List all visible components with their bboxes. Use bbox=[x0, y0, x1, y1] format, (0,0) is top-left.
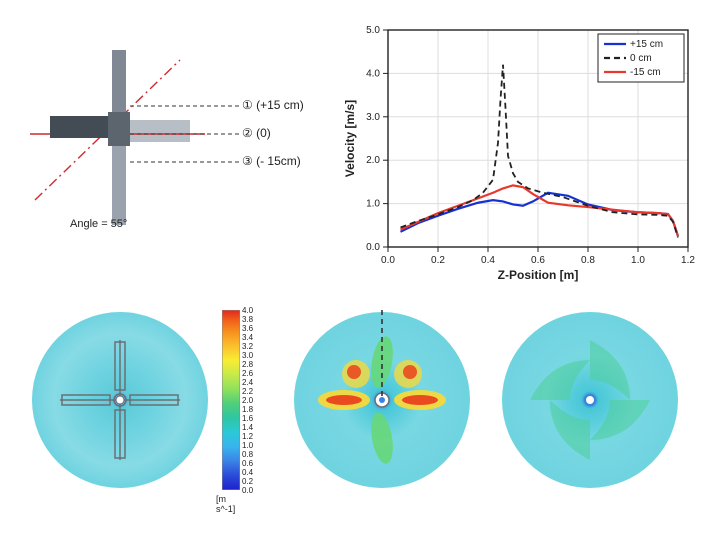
svg-text:3.0: 3.0 bbox=[366, 112, 380, 123]
svg-text:0.4: 0.4 bbox=[481, 255, 495, 266]
svg-text:4.0: 4.0 bbox=[366, 68, 380, 79]
colorbar-tick: 2.0 bbox=[242, 396, 253, 405]
colorbar-tick: 1.4 bbox=[242, 423, 253, 432]
svg-text:1.0: 1.0 bbox=[631, 255, 645, 266]
chart-svg: 0.0 0.2 0.4 0.6 0.8 1.0 1.2 0.0 1.0 2.0 3.0 4.0 5.0 Z… bbox=[340, 20, 700, 285]
colorbar-unit: [m s^-1] bbox=[216, 494, 240, 514]
svg-text:0.2: 0.2 bbox=[431, 255, 445, 266]
colorbar-tick: 1.6 bbox=[242, 414, 253, 423]
schematic-label-2: ② (0) bbox=[242, 126, 271, 140]
svg-text:-15 cm: -15 cm bbox=[630, 67, 661, 78]
colorbar-tick: 2.8 bbox=[242, 360, 253, 369]
colorbar-tick: 2.4 bbox=[242, 378, 253, 387]
svg-text:0.0: 0.0 bbox=[381, 255, 395, 266]
colorbar-tick: 1.0 bbox=[242, 441, 253, 450]
colorbar-tick: 3.8 bbox=[242, 315, 253, 324]
heatmap-zero bbox=[292, 310, 472, 490]
svg-text:1.0: 1.0 bbox=[366, 199, 380, 210]
marker-2: ② bbox=[242, 126, 253, 140]
impeller-schematic: ① (+15 cm) ② (0) ③ (- 15cm) Angle = 55° bbox=[30, 50, 320, 240]
svg-text:0 cm: 0 cm bbox=[630, 53, 652, 64]
colorbar-tick: 2.2 bbox=[242, 387, 253, 396]
colorbar-tick: 3.0 bbox=[242, 351, 253, 360]
colorbar-tick: 3.6 bbox=[242, 324, 253, 333]
heatmap-minus15 bbox=[500, 310, 680, 490]
colorbar-tick: 3.2 bbox=[242, 342, 253, 351]
colorbar-tick: 2.6 bbox=[242, 369, 253, 378]
marker-1: ① bbox=[242, 98, 253, 112]
colorbar-tick: 3.4 bbox=[242, 333, 253, 342]
colorbar-tick: 0.2 bbox=[242, 477, 253, 486]
label-3: (- 15cm) bbox=[256, 154, 301, 168]
svg-text:1.2: 1.2 bbox=[681, 255, 695, 266]
angle-label: Angle = 55° bbox=[70, 218, 127, 230]
colorbar-tick: 0.8 bbox=[242, 450, 253, 459]
heatmap-plus15 bbox=[30, 310, 210, 490]
schematic-svg bbox=[30, 50, 320, 240]
svg-text:Z-Position [m]: Z-Position [m] bbox=[498, 268, 579, 282]
svg-text:0.0: 0.0 bbox=[366, 242, 380, 253]
svg-text:0.8: 0.8 bbox=[581, 255, 595, 266]
figure-container: ① (+15 cm) ② (0) ③ (- 15cm) Angle = 55° … bbox=[0, 0, 726, 534]
colorbar: 4.03.83.63.43.23.02.82.62.42.22.01.81.61… bbox=[222, 310, 240, 490]
svg-text:2.0: 2.0 bbox=[366, 155, 380, 166]
colorbar-tick: 4.0 bbox=[242, 306, 253, 315]
marker-3: ③ bbox=[242, 154, 253, 168]
schematic-label-1: ① (+15 cm) bbox=[242, 98, 304, 112]
svg-text:Velocity [m/s]: Velocity [m/s] bbox=[343, 100, 357, 177]
colorbar-tick: 0.6 bbox=[242, 459, 253, 468]
colorbar-svg bbox=[222, 310, 240, 490]
label-1: (+15 cm) bbox=[256, 98, 304, 112]
svg-text:0.6: 0.6 bbox=[531, 255, 545, 266]
velocity-heatmaps: 4.03.83.63.43.23.02.82.62.42.22.01.81.61… bbox=[30, 300, 696, 520]
svg-text:+15 cm: +15 cm bbox=[630, 39, 663, 50]
svg-text:5.0: 5.0 bbox=[366, 25, 380, 36]
colorbar-tick: 0.4 bbox=[242, 468, 253, 477]
colorbar-tick: 1.8 bbox=[242, 405, 253, 414]
colorbar-tick: 1.2 bbox=[242, 432, 253, 441]
colorbar-tick: 0.0 bbox=[242, 486, 253, 495]
label-2: (0) bbox=[256, 126, 271, 140]
velocity-chart: 0.0 0.2 0.4 0.6 0.8 1.0 1.2 0.0 1.0 2.0 3.0 4.0 5.0 Z… bbox=[340, 20, 700, 285]
schematic-label-3: ③ (- 15cm) bbox=[242, 154, 301, 168]
